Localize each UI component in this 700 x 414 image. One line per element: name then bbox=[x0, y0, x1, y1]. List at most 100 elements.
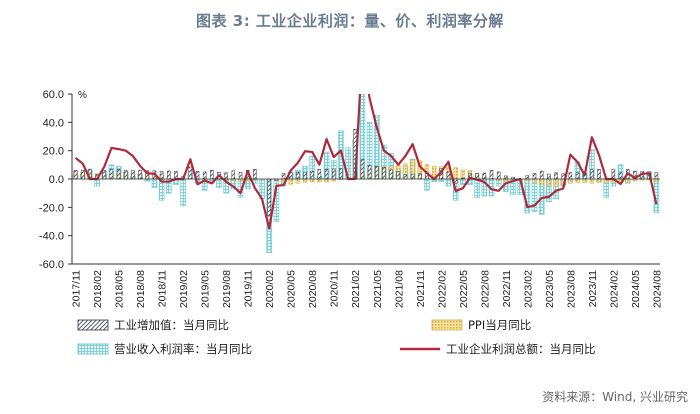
bar-ppi bbox=[568, 178, 573, 184]
chart-title: 图表 3: 工业企业利润：量、价、利润率分解 bbox=[196, 12, 504, 30]
bar-industrial-value-added bbox=[396, 171, 401, 180]
bar-profit-margin bbox=[474, 178, 480, 198]
bar-industrial-value-added bbox=[210, 169, 214, 180]
bar-industrial-value-added bbox=[202, 171, 207, 180]
bar-industrial-value-added bbox=[231, 170, 236, 180]
bar-industrial-value-added bbox=[109, 168, 114, 180]
x-tick-label: 2019/05 bbox=[200, 270, 212, 308]
bar-industrial-value-added bbox=[310, 170, 314, 180]
bar-industrial-value-added bbox=[224, 172, 228, 180]
legend-industrial-value-added-label: 工业增加值：当月同比 bbox=[114, 318, 229, 332]
bar-industrial-value-added bbox=[331, 168, 336, 180]
bar-ppi bbox=[324, 178, 329, 183]
legend-profit-margin-label: 营业收入利润率：当月同比 bbox=[114, 342, 252, 356]
x-tick-label: 2023/08 bbox=[565, 270, 577, 308]
bar-industrial-value-added bbox=[568, 172, 573, 180]
bar-ppi bbox=[575, 178, 580, 183]
bar-profit-margin bbox=[151, 178, 158, 188]
bar-industrial-value-added bbox=[159, 171, 164, 180]
x-tick-label: 2022/05 bbox=[458, 270, 470, 308]
bar-industrial-value-added bbox=[611, 168, 616, 180]
bar-industrial-value-added bbox=[446, 171, 451, 180]
bar-industrial-value-added bbox=[317, 168, 322, 180]
bar-industrial-value-added bbox=[403, 174, 408, 180]
x-tick-label: 2022/02 bbox=[436, 270, 448, 308]
bar-profit-margin bbox=[438, 178, 445, 183]
bar-industrial-value-added bbox=[539, 170, 544, 180]
bar-industrial-value-added bbox=[238, 172, 243, 180]
bar-industrial-value-added bbox=[618, 172, 623, 180]
bar-industrial-value-added bbox=[482, 172, 487, 180]
bar-ppi bbox=[625, 178, 630, 183]
bar-industrial-value-added bbox=[654, 172, 659, 180]
line-total-profit bbox=[74, 94, 658, 230]
x-tick-label: 2020/11 bbox=[329, 270, 341, 307]
legend-ppi-label: PPI当月同比 bbox=[468, 318, 531, 332]
y-tick-label: 40.0 bbox=[43, 117, 64, 129]
bar-ppi bbox=[589, 178, 595, 184]
bar-industrial-value-added bbox=[547, 173, 551, 180]
bar-industrial-value-added bbox=[281, 173, 286, 180]
x-tick-label: 2021/08 bbox=[393, 270, 405, 308]
y-tick-label: -20.0 bbox=[39, 202, 64, 214]
x-tick-label: 2018/11 bbox=[157, 270, 169, 307]
x-tick-label: 2023/11 bbox=[587, 270, 599, 307]
bar-industrial-value-added bbox=[124, 170, 128, 180]
bar-industrial-value-added bbox=[324, 168, 329, 180]
bar-industrial-value-added bbox=[267, 178, 271, 216]
bar-industrial-value-added bbox=[360, 158, 365, 180]
x-tick-label: 2020/05 bbox=[286, 270, 298, 308]
bar-industrial-value-added bbox=[131, 170, 135, 180]
y-tick-label: 60.0 bbox=[43, 89, 64, 101]
bar-industrial-value-added bbox=[73, 170, 78, 180]
bar-industrial-value-added bbox=[554, 172, 558, 180]
bar-ppi bbox=[295, 178, 301, 184]
legend-industrial-value-added-swatch bbox=[77, 319, 109, 331]
bar-ppi bbox=[553, 178, 559, 187]
bar-ppi bbox=[317, 178, 322, 183]
bar-industrial-value-added bbox=[532, 173, 537, 180]
x-tick-label: 2020/02 bbox=[264, 270, 276, 308]
x-tick-label: 2024/05 bbox=[630, 270, 642, 308]
bar-industrial-value-added bbox=[167, 170, 171, 180]
bar-ppi bbox=[453, 167, 458, 180]
bar-ppi bbox=[546, 178, 552, 186]
y-tick-label: -60.0 bbox=[39, 259, 64, 271]
bar-industrial-value-added bbox=[418, 173, 422, 180]
bar-industrial-value-added bbox=[81, 169, 85, 180]
x-tick-label: 2023/05 bbox=[544, 270, 556, 308]
x-tick-label: 2021/02 bbox=[350, 270, 362, 308]
bar-industrial-value-added bbox=[504, 175, 508, 180]
bar-industrial-value-added bbox=[590, 169, 594, 180]
y-tick-label: -40.0 bbox=[39, 231, 64, 243]
bar-profit-margin bbox=[424, 178, 430, 191]
bar-industrial-value-added bbox=[575, 172, 580, 180]
x-tick-label: 2018/08 bbox=[135, 270, 147, 308]
bar-industrial-value-added bbox=[475, 173, 479, 180]
x-tick-label: 2024/02 bbox=[608, 270, 620, 308]
x-tick-label: 2017/11 bbox=[71, 270, 83, 307]
bar-profit-margin bbox=[216, 178, 222, 188]
bar-industrial-value-added bbox=[339, 168, 343, 180]
legend-total-profit-label: 工业企业利润总额：当月同比 bbox=[446, 342, 596, 356]
legend-ppi-swatch bbox=[431, 319, 463, 331]
bar-industrial-value-added bbox=[410, 173, 415, 180]
x-tick-label: 2019/02 bbox=[178, 270, 190, 308]
x-tick-label: 2019/08 bbox=[221, 270, 233, 308]
x-tick-label: 2022/08 bbox=[479, 270, 491, 308]
x-tick-label: 2020/08 bbox=[307, 270, 319, 308]
bar-industrial-value-added bbox=[116, 169, 121, 180]
bar-profit-margin bbox=[180, 178, 186, 207]
bar-ppi bbox=[532, 178, 537, 183]
bar-ppi bbox=[596, 178, 602, 184]
bar-ppi bbox=[302, 178, 308, 183]
bar-industrial-value-added bbox=[496, 171, 501, 180]
x-tick-label: 2018/02 bbox=[92, 270, 104, 308]
bar-industrial-value-added bbox=[382, 166, 386, 180]
bar-industrial-value-added bbox=[303, 171, 307, 180]
bar-profit-margin bbox=[445, 178, 452, 187]
bar-ppi bbox=[539, 178, 544, 185]
bar-industrial-value-added bbox=[253, 168, 257, 180]
bar-industrial-value-added bbox=[525, 175, 530, 180]
